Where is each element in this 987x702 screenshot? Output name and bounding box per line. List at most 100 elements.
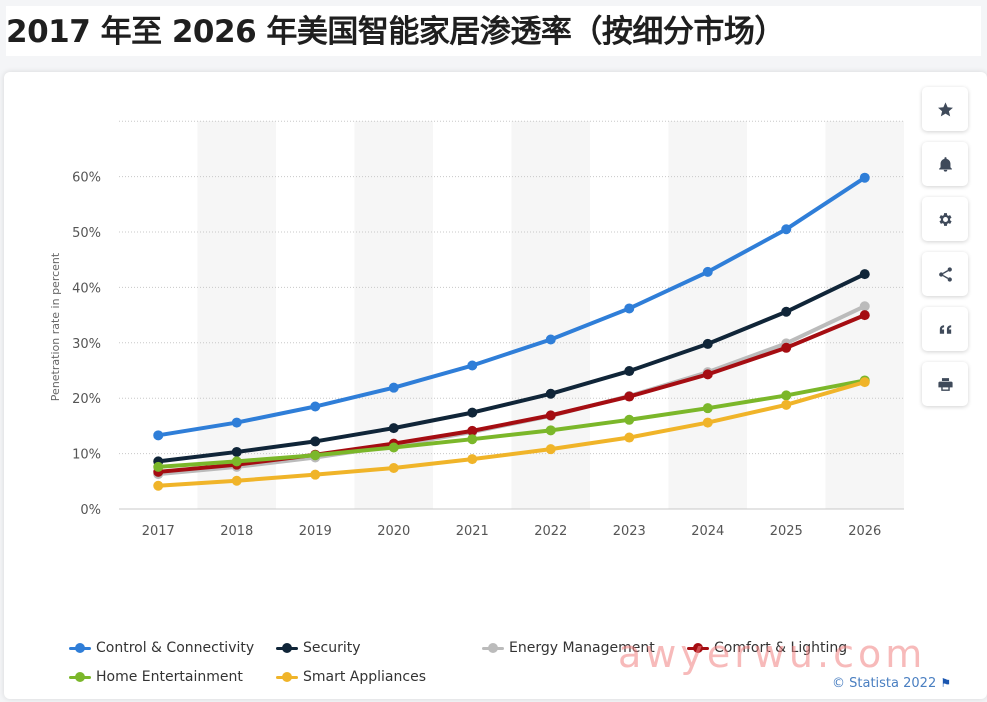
x-tick-label: 2023 [613, 524, 646, 539]
legend-swatch [275, 642, 299, 654]
gear-icon [938, 212, 952, 226]
chart-legend: Control & Connectivity Security Energy Man… [68, 640, 888, 702]
data-point[interactable] [467, 425, 478, 436]
legend-label: Control & Connectivity [96, 640, 255, 656]
page-title: 2017 年至 2026 年美国智能家居渗透率（按细分市场） [6, 6, 981, 56]
x-tick-label: 2022 [534, 524, 567, 539]
data-point[interactable] [310, 436, 321, 447]
data-point[interactable] [545, 388, 556, 399]
legend-item[interactable]: Control & Connectivity [68, 640, 254, 656]
legend-swatch [275, 671, 299, 683]
data-point[interactable] [231, 417, 242, 428]
share-button[interactable] [922, 252, 968, 296]
legend-item[interactable]: Smart Appliances [275, 669, 426, 685]
x-tick-label: 2026 [848, 524, 881, 539]
legend-swatch [68, 642, 92, 654]
x-tick-label: 2020 [377, 524, 410, 539]
data-point[interactable] [153, 461, 164, 472]
y-axis-ticks: 0% 10% 20% 30% 40% 50% 60% [72, 171, 101, 518]
data-point[interactable] [624, 366, 635, 377]
print-icon [937, 377, 953, 391]
flag-icon: ⚑ [940, 676, 952, 690]
x-tick-label: 2019 [299, 524, 332, 539]
data-point[interactable] [781, 390, 792, 401]
band-2024 [668, 121, 747, 509]
data-point[interactable] [702, 266, 713, 277]
data-point[interactable] [624, 432, 635, 443]
data-point[interactable] [859, 377, 870, 388]
legend-swatch [481, 642, 505, 654]
legend-item[interactable]: Home Entertainment [68, 669, 243, 685]
legend-item[interactable]: Security [275, 640, 361, 656]
data-point[interactable] [702, 417, 713, 428]
bell-icon [938, 156, 952, 172]
data-point[interactable] [310, 469, 321, 480]
y-tick-label: 0% [80, 503, 101, 518]
favorite-button[interactable] [922, 87, 968, 131]
watermark: awyerwu.com [618, 632, 927, 676]
data-point[interactable] [467, 434, 478, 445]
chart-card: 0% 10% 20% 30% 40% 50% 60% 2017 2018 2019 2020 202… [4, 72, 987, 699]
data-point[interactable] [467, 454, 478, 465]
legend-label: Smart Appliances [303, 669, 426, 685]
data-point[interactable] [545, 425, 556, 436]
y-tick-label: 50% [72, 226, 101, 241]
quote-icon [939, 324, 951, 334]
data-point[interactable] [624, 414, 635, 425]
data-point[interactable] [702, 338, 713, 349]
data-point[interactable] [781, 224, 792, 235]
data-point[interactable] [859, 269, 870, 280]
x-tick-label: 2025 [770, 524, 803, 539]
data-point[interactable] [624, 303, 635, 314]
series-line [156, 378, 867, 469]
data-point[interactable] [545, 334, 556, 345]
legend-label: Security [303, 640, 361, 656]
data-point[interactable] [467, 407, 478, 418]
data-point[interactable] [859, 172, 870, 183]
data-point[interactable] [231, 446, 242, 457]
data-point[interactable] [153, 430, 164, 441]
y-tick-label: 20% [72, 392, 101, 407]
data-point[interactable] [702, 369, 713, 380]
data-point[interactable] [153, 480, 164, 491]
series-line [156, 175, 867, 438]
y-tick-label: 30% [72, 337, 101, 352]
series-smart-appliances [153, 377, 870, 491]
x-tick-label: 2017 [142, 524, 175, 539]
y-axis-label: Penetration rate in percent [49, 252, 62, 401]
series-control-connectivity [153, 172, 870, 441]
data-point[interactable] [388, 423, 399, 434]
data-point[interactable] [310, 401, 321, 412]
data-point[interactable] [310, 450, 321, 461]
data-point[interactable] [545, 410, 556, 421]
settings-button[interactable] [922, 197, 968, 241]
data-point[interactable] [231, 475, 242, 486]
data-point[interactable] [781, 342, 792, 353]
data-point[interactable] [467, 360, 478, 371]
print-button[interactable] [922, 362, 968, 406]
data-point[interactable] [388, 442, 399, 453]
legend-label: Comfort & Lighting [714, 640, 848, 656]
data-point[interactable] [859, 301, 870, 312]
data-point[interactable] [859, 310, 870, 321]
data-point[interactable] [388, 463, 399, 474]
data-point[interactable] [781, 306, 792, 317]
data-point[interactable] [231, 456, 242, 467]
cite-button[interactable] [922, 307, 968, 351]
data-point[interactable] [624, 391, 635, 402]
share-icon [938, 266, 952, 282]
legend-swatch [68, 671, 92, 683]
data-point[interactable] [388, 382, 399, 393]
data-point[interactable] [545, 444, 556, 455]
data-point[interactable] [781, 399, 792, 410]
y-tick-label: 60% [72, 171, 101, 186]
data-point[interactable] [702, 403, 713, 414]
legend-item[interactable]: Comfort & Lighting [686, 640, 847, 656]
x-tick-label: 2024 [691, 524, 724, 539]
legend-item[interactable]: Energy Management [481, 640, 655, 656]
x-tick-label: 2018 [220, 524, 253, 539]
notification-button[interactable] [922, 142, 968, 186]
legend-label: Home Entertainment [96, 669, 243, 685]
statista-credit[interactable]: © Statista 2022 ⚑ [832, 676, 982, 691]
y-tick-label: 40% [72, 281, 101, 296]
